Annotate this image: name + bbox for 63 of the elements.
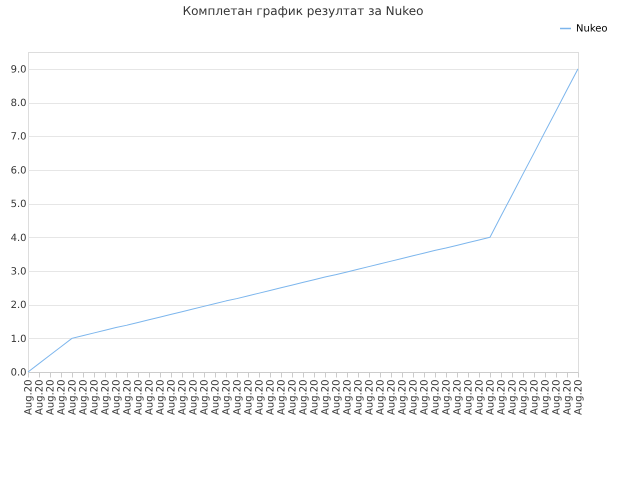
x-tick-label: Aug.20 xyxy=(78,380,90,415)
x-tick-label: Aug.20 xyxy=(144,380,156,415)
x-tick-label: Aug.20 xyxy=(376,380,386,415)
x-tick-label: Aug.20 xyxy=(276,380,288,415)
y-tick-label: 6.0 xyxy=(10,165,26,176)
x-tick-label: Aug.20 xyxy=(354,380,364,415)
x-tick-label: Aug.20 xyxy=(210,380,222,415)
x-tick-label: Aug.20 xyxy=(178,380,188,415)
x-tick-label: Aug.20 xyxy=(464,380,474,415)
x-tick-label: Aug.20 xyxy=(112,380,122,415)
x-tick-label: Aug.20 xyxy=(540,380,552,415)
x-tick-label: Aug.20 xyxy=(134,380,144,415)
x-tick-label: Aug.20 xyxy=(452,380,464,415)
x-tick-label: Aug.20 xyxy=(68,380,78,415)
x-tick-label: Aug.20 xyxy=(364,380,376,415)
x-tick-label: Aug.20 xyxy=(298,380,310,415)
y-tick-label: 3.0 xyxy=(10,266,26,278)
x-tick-label: Aug.20 xyxy=(232,380,244,415)
x-tick-label: Aug.20 xyxy=(342,380,354,415)
x-tick-label: Aug.20 xyxy=(310,380,320,415)
x-tick-label: Aug.20 xyxy=(100,380,112,415)
x-tick-label: Aug.20 xyxy=(420,380,430,415)
x-tick-label: Aug.20 xyxy=(486,380,496,415)
x-tick-label: Aug.20 xyxy=(24,380,34,415)
x-tick-label: Aug.20 xyxy=(508,380,518,415)
x-tick-label: Aug.20 xyxy=(288,380,298,415)
chart-title: Комплетан график резултат за Nukeo xyxy=(182,4,424,18)
x-tick-label: Aug.20 xyxy=(552,380,562,415)
x-tick-label: Aug.20 xyxy=(496,380,508,415)
y-tick-label: 7.0 xyxy=(10,132,26,143)
x-tick-label: Aug.20 xyxy=(408,380,420,415)
legend-label: Nukeo xyxy=(576,24,608,34)
x-tick-label: Aug.20 xyxy=(156,380,166,415)
x-tick-label: Aug.20 xyxy=(562,380,574,415)
x-tick-label: Aug.20 xyxy=(222,380,232,415)
y-tick-label: 9.0 xyxy=(10,64,26,76)
x-tick-label: Aug.20 xyxy=(166,380,178,415)
x-tick-label: Aug.20 xyxy=(188,380,200,415)
x-tick-label: Aug.20 xyxy=(320,380,332,415)
x-tick-label: Aug.20 xyxy=(574,380,584,415)
y-tick-label: 0.0 xyxy=(10,368,26,378)
y-tick-label: 5.0 xyxy=(10,199,26,210)
y-tick-label: 2.0 xyxy=(10,300,26,312)
x-tick-label: Aug.20 xyxy=(90,380,100,415)
x-tick-label: Aug.20 xyxy=(56,380,68,415)
x-tick-label: Aug.20 xyxy=(244,380,254,415)
x-tick-label: Aug.20 xyxy=(474,380,486,415)
x-tick-label: Aug.20 xyxy=(34,380,46,415)
y-tick-label: 4.0 xyxy=(10,232,26,244)
x-tick-label: Aug.20 xyxy=(518,380,530,415)
x-tick-label: Aug.20 xyxy=(386,380,398,415)
x-tick-label: Aug.20 xyxy=(332,380,342,415)
x-tick-label: Aug.20 xyxy=(254,380,266,415)
x-tick-label: Aug.20 xyxy=(46,380,56,415)
x-tick-label: Aug.20 xyxy=(200,380,210,415)
x-tick-label: Aug.20 xyxy=(442,380,452,415)
x-tick-label: Aug.20 xyxy=(122,380,134,415)
x-tick-label: Aug.20 xyxy=(398,380,408,415)
x-tick-label: Aug.20 xyxy=(266,380,276,415)
x-tick-label: Aug.20 xyxy=(430,380,442,415)
y-tick-label: 8.0 xyxy=(10,98,26,110)
y-tick-label: 1.0 xyxy=(10,334,26,345)
x-tick-label: Aug.20 xyxy=(530,380,540,415)
